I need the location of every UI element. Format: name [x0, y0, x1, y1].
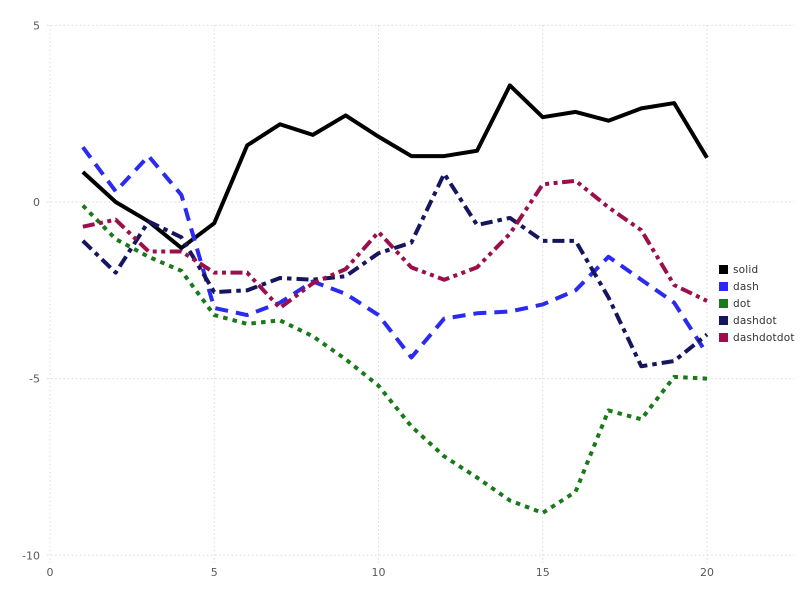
x-tick-label-10: 10	[372, 566, 386, 579]
legend-item-dashdot: dashdot	[719, 312, 795, 329]
legend-label-dot: dot	[733, 297, 751, 310]
x-tick-label-0: 0	[47, 566, 54, 579]
legend-label-dash: dash	[733, 280, 760, 293]
legend-swatch-solid	[719, 265, 728, 274]
series-line-dot	[81, 204, 708, 515]
series-line-dashdotdot	[82, 178, 708, 310]
y-tick-label-0: 0	[33, 196, 40, 209]
y-tick-label--10: -10	[22, 549, 40, 562]
series-line-dashdot	[81, 171, 709, 369]
legend-label-dashdot: dashdot	[733, 314, 777, 327]
y-tick-label--5: -5	[29, 373, 40, 386]
legend-label-dashdotdot: dashdotdot	[733, 331, 795, 344]
legend-swatch-dashdotdot	[719, 333, 728, 342]
legend-label-solid: solid	[733, 263, 759, 276]
series-line-dash	[81, 146, 709, 360]
legend-item-dash: dash	[719, 278, 795, 295]
chart-legend: solid dash dot dashdot dashdotdot	[719, 261, 795, 346]
y-tick-label-5: 5	[33, 19, 40, 32]
legend-item-solid: solid	[719, 261, 795, 278]
legend-swatch-dashdot	[719, 316, 728, 325]
legend-swatch-dot	[719, 299, 728, 308]
x-tick-label-20: 20	[700, 566, 714, 579]
x-tick-label-5: 5	[211, 566, 218, 579]
x-tick-label-15: 15	[536, 566, 550, 579]
series-line-solid	[81, 83, 709, 250]
legend-item-dashdotdot: dashdotdot	[719, 329, 795, 346]
legend-swatch-dash	[719, 282, 728, 291]
legend-item-dot: dot	[719, 295, 795, 312]
